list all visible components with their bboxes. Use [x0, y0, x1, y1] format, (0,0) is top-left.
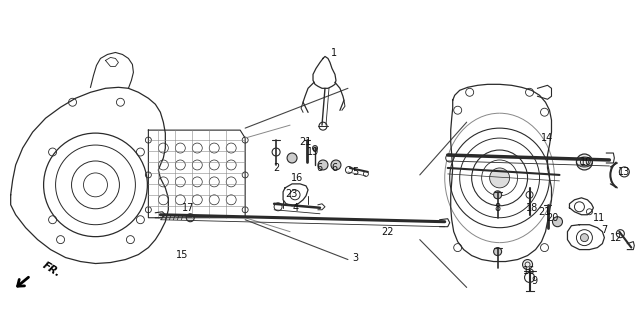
Text: 23: 23 — [285, 189, 297, 199]
Text: 12: 12 — [610, 233, 623, 243]
Text: 17: 17 — [182, 203, 195, 213]
Text: 10: 10 — [580, 157, 593, 167]
Text: 21: 21 — [299, 137, 311, 147]
Text: 15: 15 — [176, 249, 189, 260]
Circle shape — [552, 217, 563, 227]
Text: 4: 4 — [293, 203, 299, 213]
Circle shape — [490, 168, 509, 188]
Text: 9: 9 — [531, 277, 538, 286]
Text: 16: 16 — [291, 173, 303, 183]
Circle shape — [331, 160, 341, 170]
Circle shape — [493, 191, 502, 199]
Circle shape — [580, 234, 588, 242]
Text: 6: 6 — [331, 163, 337, 173]
Text: 14: 14 — [541, 133, 554, 143]
Text: 22: 22 — [381, 227, 394, 237]
Text: 8: 8 — [495, 203, 500, 213]
Circle shape — [287, 153, 297, 163]
Circle shape — [318, 160, 328, 170]
Circle shape — [493, 248, 502, 255]
Text: 11: 11 — [593, 213, 605, 223]
Circle shape — [312, 146, 317, 151]
Text: FR.: FR. — [40, 260, 62, 279]
Text: 3: 3 — [352, 253, 358, 263]
Text: 13: 13 — [618, 167, 630, 177]
Text: 16: 16 — [524, 266, 536, 277]
Text: 20: 20 — [547, 213, 559, 223]
Circle shape — [577, 154, 593, 170]
Circle shape — [445, 154, 454, 162]
Text: 19: 19 — [307, 147, 319, 157]
Text: 1: 1 — [331, 49, 337, 59]
Text: 6: 6 — [316, 163, 322, 173]
Text: 2: 2 — [273, 163, 279, 173]
Text: 18: 18 — [527, 203, 539, 213]
Text: 21: 21 — [538, 207, 550, 217]
Circle shape — [186, 214, 195, 222]
Text: 7: 7 — [601, 225, 607, 235]
Text: 5: 5 — [352, 167, 358, 177]
Circle shape — [522, 260, 532, 270]
